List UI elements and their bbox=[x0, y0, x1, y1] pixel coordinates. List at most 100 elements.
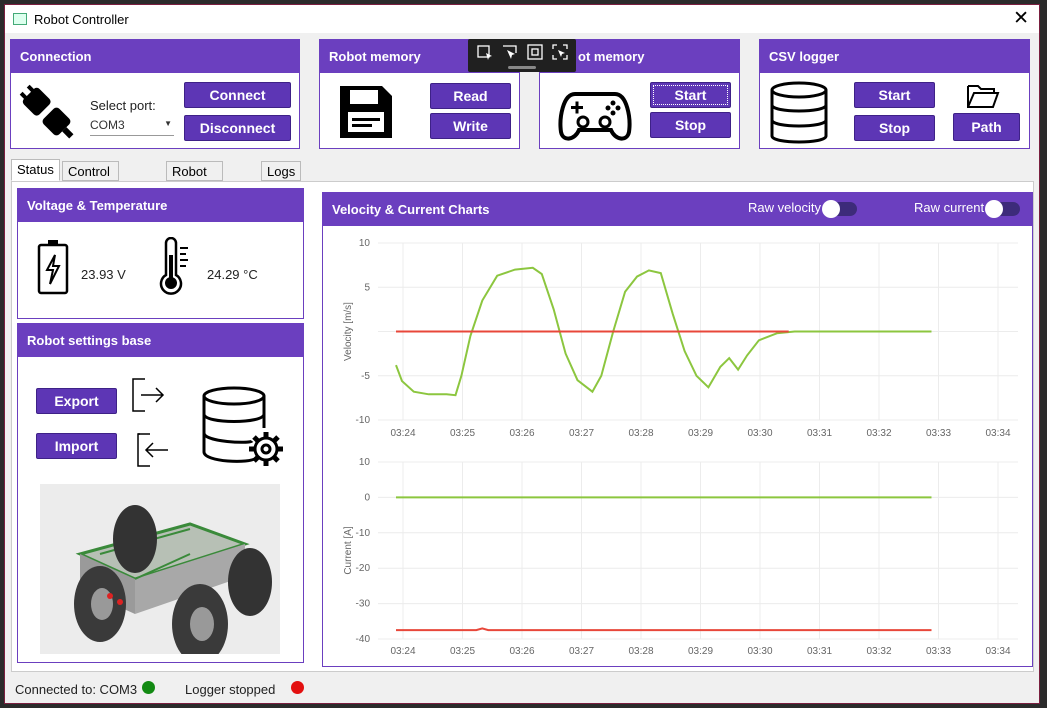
region-capture-icon[interactable] bbox=[527, 44, 543, 60]
x-tick-label: 03:34 bbox=[985, 428, 1010, 439]
charts-panel: Velocity & Current Charts Raw velocity R… bbox=[322, 192, 1033, 667]
x-tick-label: 03:28 bbox=[628, 646, 653, 657]
window-capture-icon[interactable] bbox=[477, 44, 493, 60]
connection-title: Connection bbox=[11, 40, 299, 73]
x-tick-label: 03:25 bbox=[450, 646, 475, 657]
x-tick-label: 03:28 bbox=[628, 428, 653, 439]
chevron-down-icon: ▼ bbox=[164, 119, 172, 128]
read-button[interactable]: Read bbox=[430, 83, 511, 109]
title-bar: Robot Controller ✕ bbox=[5, 5, 1039, 33]
y-axis-label: Current [A] bbox=[343, 526, 354, 575]
battery-icon bbox=[37, 240, 69, 295]
port-select[interactable]: COM3 ▼ bbox=[90, 118, 174, 136]
connection-panel: Connection Select port: COM3 ▼ Connect D… bbox=[10, 39, 300, 149]
y-axis-label: Velocity [m/s] bbox=[343, 302, 354, 361]
thermometer-icon bbox=[159, 237, 188, 295]
connection-status: Connected to: COM3 bbox=[15, 682, 138, 697]
floppy-disk-icon bbox=[340, 86, 392, 138]
x-tick-label: 03:31 bbox=[807, 428, 832, 439]
import-icon bbox=[137, 433, 168, 467]
robot-settings-base-panel: Robot settings base Export Import bbox=[17, 323, 304, 663]
x-tick-label: 03:24 bbox=[390, 428, 415, 439]
x-tick-label: 03:27 bbox=[569, 646, 594, 657]
x-tick-label: 03:30 bbox=[747, 428, 772, 439]
export-button[interactable]: Export bbox=[36, 388, 117, 414]
database-icon bbox=[770, 81, 828, 144]
x-tick-label: 03:29 bbox=[688, 428, 713, 439]
x-tick-label: 03:26 bbox=[509, 646, 534, 657]
y-tick-label: -5 bbox=[361, 371, 370, 382]
x-tick-label: 03:34 bbox=[985, 646, 1010, 657]
csv-logger-title: CSV logger bbox=[760, 40, 1029, 73]
logger-start-button[interactable]: Start bbox=[854, 82, 935, 108]
gamepad-icon bbox=[558, 92, 632, 141]
plug-icon bbox=[19, 84, 74, 139]
voltage-temperature-title: Voltage & Temperature bbox=[18, 189, 303, 222]
port-value: COM3 bbox=[90, 118, 125, 132]
window-title: Robot Controller bbox=[34, 12, 129, 27]
x-tick-label: 03:24 bbox=[390, 646, 415, 657]
y-tick-label: -10 bbox=[356, 528, 371, 539]
fullscreen-capture-icon[interactable] bbox=[552, 44, 568, 60]
x-tick-label: 03:31 bbox=[807, 646, 832, 657]
csv-logger-panel: CSV logger Start Stop Path bbox=[759, 39, 1030, 149]
x-tick-label: 03:29 bbox=[688, 646, 713, 657]
close-icon[interactable]: ✕ bbox=[1013, 8, 1029, 29]
y-tick-label: -20 bbox=[356, 563, 371, 574]
robot-settings-base-title: Robot settings base bbox=[18, 324, 303, 357]
y-tick-label: 0 bbox=[364, 492, 370, 503]
port-label: Select port: bbox=[90, 98, 156, 113]
capture-toolbar bbox=[468, 39, 576, 72]
path-button[interactable]: Path bbox=[953, 113, 1020, 141]
y-tick-label: 5 bbox=[364, 282, 370, 293]
velocity-current-charts: 10 5 -5 -10 03:24 03:25 03:26 03:27 03:28 03:29 03… bbox=[343, 238, 1018, 657]
app-window: Robot Controller ✕ Connection Select por… bbox=[4, 4, 1040, 704]
x-tick-label: 03:33 bbox=[926, 428, 951, 439]
y-tick-label: 10 bbox=[359, 457, 371, 468]
y-tick-label: -10 bbox=[356, 415, 371, 426]
tab-robot-settings[interactable]: Robot settings bbox=[166, 161, 223, 199]
tab-status[interactable]: Status bbox=[11, 159, 60, 181]
toolbar-grip[interactable] bbox=[508, 66, 536, 69]
raw-current-label: Raw current bbox=[914, 200, 985, 215]
connection-status-indicator bbox=[142, 681, 155, 694]
tab-logs[interactable]: Logs bbox=[261, 161, 302, 181]
voltage-value: 23.93 V bbox=[81, 267, 126, 282]
gamepad-stop-button[interactable]: Stop bbox=[650, 112, 731, 138]
database-gear-icon bbox=[202, 386, 283, 466]
raw-velocity-knob bbox=[822, 200, 840, 218]
connect-button[interactable]: Connect bbox=[184, 82, 291, 108]
temperature-value: 24.29 °C bbox=[207, 267, 258, 282]
raw-current-knob bbox=[985, 200, 1003, 218]
x-tick-label: 03:27 bbox=[569, 428, 594, 439]
raw-velocity-label: Raw velocity bbox=[748, 200, 821, 215]
series-line bbox=[395, 266, 932, 397]
raw-current-toggle[interactable] bbox=[985, 200, 1020, 218]
x-tick-label: 03:25 bbox=[450, 428, 475, 439]
x-tick-label: 03:33 bbox=[926, 646, 951, 657]
gamepad-start-button[interactable]: Start bbox=[650, 82, 731, 108]
y-tick-label: 10 bbox=[359, 238, 371, 249]
status-bar: Connected to: COM3 Logger stopped bbox=[5, 675, 1039, 703]
y-tick-label: -30 bbox=[356, 599, 371, 610]
voltage-temperature-panel: Voltage & Temperature 23.93 V 24.29 °C bbox=[17, 188, 304, 319]
status-tab-content: Voltage & Temperature 23.93 V 24.29 °C R… bbox=[11, 181, 1034, 672]
x-tick-label: 03:30 bbox=[747, 646, 772, 657]
logger-stop-button[interactable]: Stop bbox=[854, 115, 935, 141]
x-tick-label: 03:32 bbox=[866, 428, 891, 439]
folder-icon bbox=[967, 85, 1000, 108]
x-tick-label: 03:32 bbox=[866, 646, 891, 657]
logger-status-indicator bbox=[291, 681, 304, 694]
import-button[interactable]: Import bbox=[36, 433, 117, 459]
disconnect-button[interactable]: Disconnect bbox=[184, 115, 291, 141]
app-icon bbox=[13, 13, 27, 25]
logger-status: Logger stopped bbox=[185, 682, 276, 697]
x-tick-label: 03:26 bbox=[509, 428, 534, 439]
cursor-capture-icon[interactable] bbox=[502, 44, 518, 60]
charts-title: Velocity & Current Charts bbox=[323, 193, 1032, 226]
write-button[interactable]: Write bbox=[430, 113, 511, 139]
tab-control-settings[interactable]: Control settings bbox=[62, 161, 119, 199]
export-icon bbox=[132, 378, 165, 412]
raw-velocity-toggle[interactable] bbox=[822, 200, 857, 218]
series-line bbox=[396, 627, 932, 632]
